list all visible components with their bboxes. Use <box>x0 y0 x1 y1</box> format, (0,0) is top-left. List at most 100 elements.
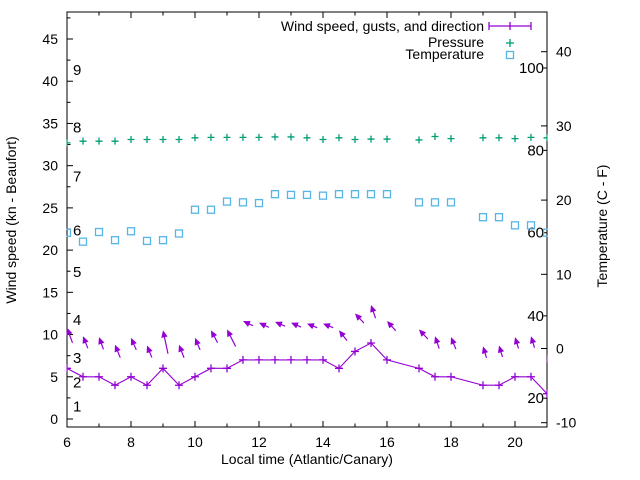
gust-arrow-head <box>227 329 234 338</box>
pressure-point <box>143 135 151 143</box>
wind-speed-point <box>143 381 151 390</box>
x-tick-label: 16 <box>379 434 395 450</box>
temperature-point <box>366 190 376 199</box>
fahrenheit-scale-label: 60 <box>527 225 544 242</box>
y-left-tick-label: 45 <box>42 31 58 47</box>
gust-arrow-head <box>146 345 153 354</box>
temperature-point <box>190 205 200 214</box>
wind-speed-point <box>495 381 503 390</box>
temperature-point <box>350 190 360 199</box>
temperature-point <box>302 190 312 200</box>
wind-speed-point <box>287 355 295 364</box>
pressure-point <box>111 137 119 145</box>
legend: Wind speed, gusts, and direction Pressur… <box>281 18 532 62</box>
x-tick-label: 12 <box>251 434 267 450</box>
wind-speed-point <box>367 339 375 347</box>
pressure-point <box>383 135 391 143</box>
gust-arrow-head <box>497 345 505 354</box>
pressure-point <box>479 134 487 142</box>
gust-arrow-head <box>323 323 331 330</box>
legend-sample-temperature-square-icon <box>505 50 515 60</box>
beaufort-scale-label: 8 <box>73 120 81 137</box>
y-right-tick-label: 10 <box>556 266 572 282</box>
pressure-point <box>223 133 231 141</box>
gust-arrow-head <box>211 330 218 339</box>
beaufort-scale-label: 6 <box>73 223 81 240</box>
x-tick-label: 10 <box>187 434 203 450</box>
wind-speed-point <box>543 389 548 398</box>
gust-arrow-head <box>161 330 168 338</box>
pressure-point <box>239 133 247 141</box>
gust-arrow-head <box>275 321 283 328</box>
pressure-point <box>271 133 279 141</box>
pressure-point <box>431 133 439 141</box>
gust-arrow-head <box>434 336 441 344</box>
pressure-point <box>66 139 71 147</box>
beaufort-scale-label: 9 <box>73 62 81 79</box>
wind-speed-point <box>191 372 199 381</box>
pressure-point <box>127 135 135 143</box>
wind-speed-point <box>159 364 167 373</box>
temperature-point <box>110 236 120 245</box>
wind-speed-point <box>383 355 391 364</box>
wind-speed-point <box>239 355 247 364</box>
temperature-series <box>66 190 548 246</box>
pressure-point <box>175 135 183 143</box>
y-left-tick-label: 5 <box>50 369 58 385</box>
wind-speed-point <box>511 372 519 381</box>
x-tick-label: 20 <box>507 434 523 450</box>
gust-arrow-head <box>259 322 267 329</box>
gust-arrow-head <box>481 346 489 355</box>
pressure-point <box>527 133 535 141</box>
fahrenheit-scale-label: 20 <box>527 390 544 407</box>
beaufort-scale-label: 2 <box>73 375 81 392</box>
plot-border <box>66 11 548 428</box>
pressure-point <box>287 133 295 141</box>
temperature-point <box>238 198 248 207</box>
gust-arrow-head <box>370 305 377 313</box>
temperature-point <box>254 198 264 208</box>
wind-speed-point <box>447 372 455 381</box>
gust-arrow-head <box>194 337 201 346</box>
wind-speed-point <box>79 372 87 381</box>
gust-arrow-head <box>307 323 315 330</box>
gust-arrow-head <box>450 337 457 345</box>
temperature-point <box>66 228 72 237</box>
pressure-series <box>66 133 548 147</box>
temperature-point <box>158 236 168 245</box>
fahrenheit-scale-label: 80 <box>527 142 544 159</box>
y-right-tick-label: 40 <box>556 44 572 60</box>
pressure-point <box>415 136 423 144</box>
series-layer <box>66 133 548 398</box>
gust-arrow-head <box>130 337 137 346</box>
temperature-point <box>430 198 440 207</box>
temperature-point <box>222 197 232 206</box>
beaufort-scale-label: 1 <box>73 398 81 415</box>
y-left-tick-label: 40 <box>42 73 58 89</box>
pressure-point <box>159 135 167 143</box>
x-tick-label: 8 <box>127 434 135 450</box>
y-left-tick-label: 15 <box>42 284 58 300</box>
wind-speed-point <box>66 364 71 373</box>
beaufort-scale-label: 3 <box>73 350 81 367</box>
temperature-point <box>286 190 296 200</box>
wind-speed-point <box>527 372 535 381</box>
temperature-point <box>126 227 136 236</box>
gust-arrow-shaft <box>163 334 169 354</box>
gust-arrow-head <box>114 344 121 353</box>
pressure-point <box>255 133 263 141</box>
gust-arrow-head <box>243 321 251 327</box>
wind-speed-point <box>111 381 119 390</box>
wind-speed-point <box>303 355 311 364</box>
wind-speed-point <box>95 372 103 381</box>
temperature-point <box>270 190 280 199</box>
pressure-point <box>207 133 215 141</box>
wind-speed-series <box>66 339 548 398</box>
pressure-point <box>495 134 503 142</box>
temperature-point <box>142 236 152 246</box>
gust-arrow-head <box>387 321 395 329</box>
pressure-point <box>303 134 311 142</box>
y-right-axis-title: Temperature (C - F) <box>594 165 610 288</box>
gust-arrow-head <box>66 327 73 336</box>
